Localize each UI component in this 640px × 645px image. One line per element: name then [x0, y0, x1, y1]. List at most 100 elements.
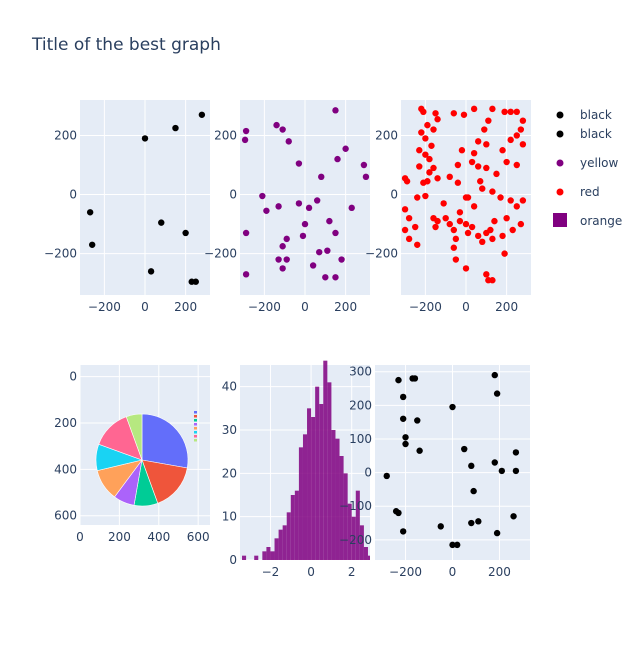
- subplot-1: −200 0 200 −200 0 200: [44, 100, 210, 314]
- scatter-point: [395, 509, 402, 517]
- scatter-point: [434, 175, 441, 182]
- scatter-point: [510, 513, 517, 520]
- scatter-point: [513, 203, 520, 210]
- scatter-point: [422, 192, 429, 200]
- chart-title: Title of the best graph: [31, 35, 221, 55]
- scatter-point: [512, 449, 520, 456]
- scatter-point: [468, 519, 475, 527]
- pie-slice: [125, 413, 143, 461]
- scatter-point: [275, 256, 282, 263]
- scatter-point: [454, 179, 462, 186]
- scatter-point: [426, 169, 433, 176]
- histogram-bar: [311, 417, 316, 560]
- scatter-point: [452, 235, 460, 243]
- scatter-point: [295, 200, 303, 207]
- scatter-point: [411, 375, 419, 382]
- scatter-point: [462, 265, 470, 272]
- x-tick-label: −2: [262, 565, 280, 579]
- scatter-point: [88, 241, 96, 248]
- legend-item[interactable]: orange: [553, 213, 622, 228]
- x-tick-label: 200: [174, 300, 197, 314]
- scatter-point: [338, 256, 345, 263]
- y-tick-label: 400: [54, 462, 77, 476]
- scatter-point: [86, 209, 94, 216]
- scatter-point: [437, 523, 444, 530]
- scatter-point: [489, 105, 496, 113]
- scatter-point: [474, 163, 482, 170]
- histogram-bar: [262, 551, 267, 560]
- scatter-point: [362, 173, 370, 181]
- scatter-point: [493, 529, 501, 537]
- scatter-point: [474, 232, 482, 240]
- x-tick-label: 0: [301, 300, 309, 314]
- scatter-point: [383, 472, 390, 480]
- legend-label: black: [580, 108, 612, 122]
- scatter-point: [452, 256, 460, 263]
- subplot-6: −200 0 200 −200 −100 0 100 200 300: [339, 365, 530, 579]
- x-tick-label: 600: [187, 530, 210, 544]
- scatter-point: [507, 108, 514, 116]
- histogram-bar: [339, 456, 344, 560]
- x-tick-label: 200: [108, 530, 131, 544]
- scatter-point: [279, 243, 286, 250]
- scatter-point: [141, 135, 149, 142]
- y-tick-label: 10: [222, 510, 237, 524]
- histogram-bar: [254, 555, 259, 560]
- x-tick-label: 200: [334, 300, 357, 314]
- x-tick-label: 200: [495, 300, 518, 314]
- scatter-point: [405, 214, 413, 222]
- x-tick-label: 0: [76, 530, 84, 544]
- y-tick-label: 0: [390, 188, 398, 202]
- scatter-point: [442, 214, 449, 222]
- subplot-4: 0 200 400 600 0 200 400 600: [54, 365, 210, 544]
- scatter-point: [499, 232, 506, 240]
- scatter-point: [446, 220, 453, 228]
- scatter-point: [483, 164, 490, 172]
- scatter-point: [491, 217, 498, 225]
- scatter-point: [503, 214, 510, 222]
- histogram-bar: [331, 430, 336, 560]
- scatter-point: [242, 229, 250, 237]
- x-tick-label: −200: [389, 565, 422, 579]
- scatter-point: [493, 170, 500, 178]
- scatter-point: [487, 226, 494, 234]
- legend-item[interactable]: red: [556, 185, 600, 199]
- scatter-point: [468, 462, 475, 470]
- scatter-point: [422, 135, 429, 142]
- legend-item[interactable]: black: [556, 108, 612, 122]
- scatter-point: [453, 541, 461, 549]
- histogram-bar: [319, 404, 324, 560]
- scatter-point: [299, 232, 307, 240]
- scatter-point: [497, 194, 504, 201]
- scatter-point: [477, 178, 484, 185]
- scatter-point: [428, 142, 435, 149]
- legend-item[interactable]: yellow: [556, 156, 619, 170]
- y-tick-label: −200: [204, 247, 237, 261]
- scatter-point: [432, 110, 439, 117]
- y-tick-label: 200: [54, 128, 77, 142]
- x-tick-label: 200: [488, 565, 511, 579]
- legend-marker: [553, 213, 567, 227]
- scatter-point: [241, 136, 249, 144]
- y-tick-label: −100: [339, 499, 372, 513]
- pie-legend-swatch: [194, 435, 197, 438]
- histogram-bar: [266, 547, 271, 560]
- legend-item[interactable]: black: [556, 127, 612, 141]
- y-tick-label: 600: [54, 509, 77, 523]
- y-tick-label: −200: [339, 533, 372, 547]
- scatter-point: [395, 376, 402, 384]
- x-tick-label: 0: [307, 565, 315, 579]
- scatter-point: [401, 206, 409, 213]
- pie-legend-swatch: [194, 419, 197, 422]
- scatter-point: [470, 149, 478, 157]
- y-tick-label: 200: [54, 416, 77, 430]
- scatter-point: [318, 173, 325, 181]
- scatter-point: [283, 235, 290, 243]
- scatter-point: [301, 220, 309, 228]
- scatter-point: [449, 403, 456, 411]
- scatter-point: [456, 217, 464, 225]
- x-tick-label: 0: [141, 300, 149, 314]
- scatter-point: [470, 203, 478, 210]
- histogram-bar: [274, 538, 279, 560]
- histogram-bar: [327, 382, 332, 560]
